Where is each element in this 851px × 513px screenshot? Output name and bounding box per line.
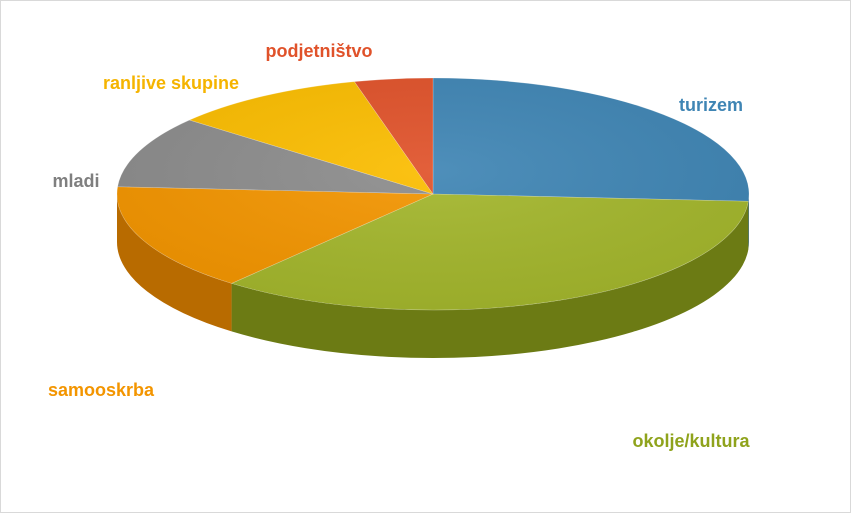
pie-label-podjetni-tvo: podjetništvo	[266, 41, 373, 61]
pie-top-layer	[116, 77, 750, 311]
pie-label-okolje-kultura: okolje/kultura	[632, 431, 750, 451]
pie-label-mladi: mladi	[52, 171, 99, 191]
pie-side-turizem	[748, 194, 749, 250]
pie-side-samooskrba	[116, 194, 232, 332]
pie-label-samooskrba: samooskrba	[48, 380, 155, 400]
pie-side-okolje-kultura	[231, 201, 749, 359]
pie-top-shading	[117, 78, 749, 310]
pie-label-layer: turizem okolje/kultura samooskrba mladi ranl…	[48, 41, 751, 451]
pie-side-layer	[116, 194, 749, 359]
pie-label-ranljive-skupine: ranljive skupine	[103, 73, 239, 93]
pie-label-turizem: turizem	[679, 95, 743, 115]
